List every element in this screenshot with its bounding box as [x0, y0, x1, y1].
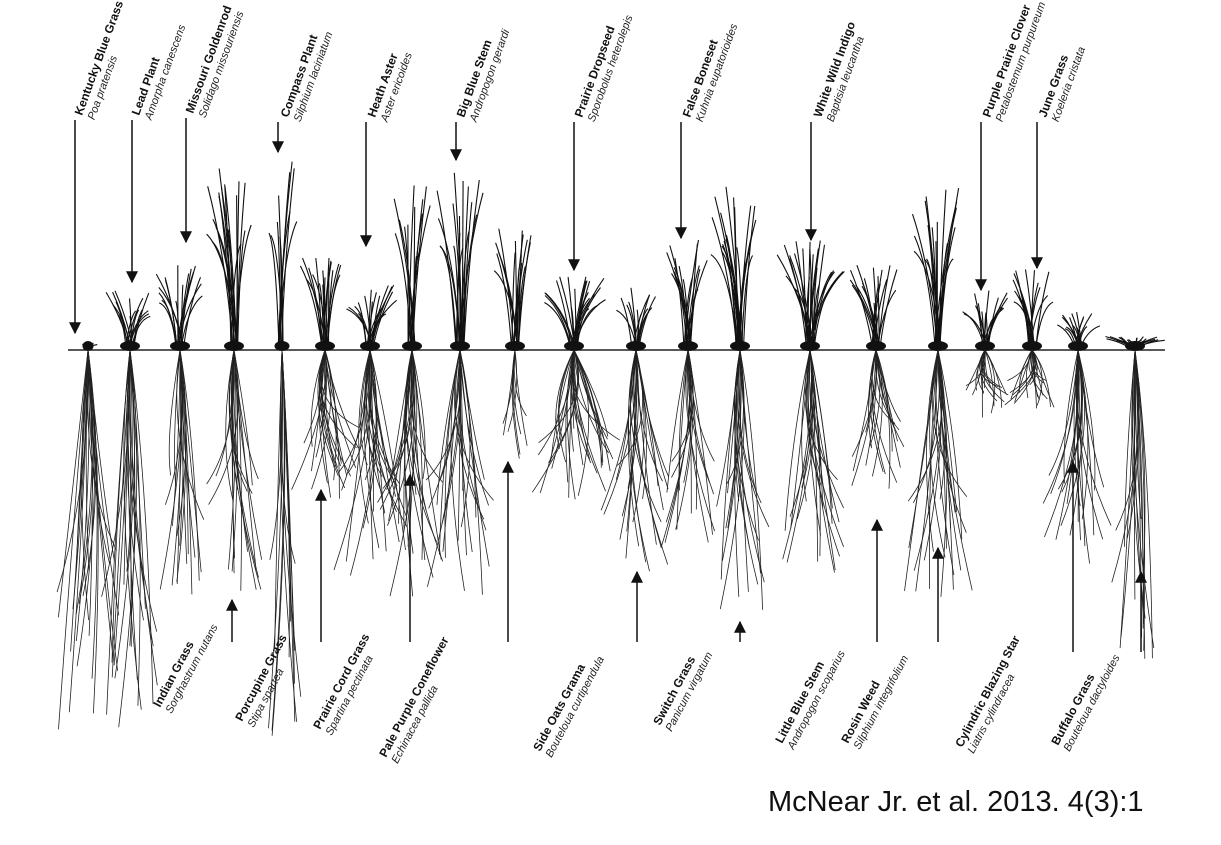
root-prairie-dropseed — [531, 349, 621, 500]
shoot-switch-grass — [710, 186, 757, 351]
bottom-label-little-blue-stem: Little Blue Stem Andropogon scoparius — [772, 648, 848, 752]
root-false-boneset — [660, 349, 715, 549]
shoot-false-boneset — [666, 239, 708, 351]
shoot-little-blue-stem — [849, 265, 898, 351]
shoot-prairie-dropseed — [544, 276, 606, 351]
shoot-indian-grass — [206, 168, 252, 351]
top-label-prairie-dropseed: Prairie Dropseed Sporobolus heterolepis — [572, 13, 636, 123]
shoot-white-wild-indigo — [776, 240, 845, 351]
bottom-label-switch-grass: Switch Grass Panicum virgatum — [650, 650, 715, 733]
shoot-rosin-weed — [911, 188, 960, 351]
root-missouri-goldenrod — [159, 349, 205, 595]
shoot-side-oats-grama — [616, 287, 656, 351]
bottom-label-porcupine-grass: Porcupine Grass Stipa spartea — [232, 632, 290, 730]
top-arrows — [69, 118, 1043, 335]
root-purple-prairie-clover — [965, 349, 1009, 418]
root-big-blue-stem — [425, 349, 494, 595]
shoot-compass-plant — [268, 161, 298, 351]
root-little-blue-stem — [851, 349, 905, 489]
bottom-arrows — [226, 460, 1147, 652]
shoot-purple-prairie-clover — [962, 290, 1008, 351]
plant-shoots — [82, 161, 1165, 351]
bottom-label-rosin-weed: Rosin Weed Silphium integrifolium — [838, 654, 911, 752]
shoot-missouri-goldenrod — [155, 265, 203, 351]
root-white-wild-indigo — [782, 349, 844, 573]
shoot-prairie-cord-grass — [393, 185, 431, 351]
top-label-heath-aster: Heath Aster Aster ericoides — [365, 51, 415, 125]
shoot-porcupine-grass — [299, 257, 342, 351]
root-indian-grass — [206, 349, 263, 591]
bottom-label-indian-grass: Indian Grass Sorghastrum nutans — [150, 622, 221, 716]
top-label-false-boneset: False Boneset Kuhnia eupatorioides — [680, 22, 741, 124]
shoot-heath-aster — [346, 284, 397, 351]
root-lead-plant — [101, 349, 158, 728]
top-label-white-wild-indigo: White Wild Indigo Baptisia leucantha — [811, 20, 867, 124]
top-label-kentucky-blue-grass: Kentucky Blue Grass Poa pratensis — [72, 0, 127, 121]
shoot-lead-plant — [105, 290, 151, 351]
root-june-grass — [1004, 349, 1055, 409]
top-label-missouri-goldenrod: Missouri Goldenrod Solidago missouriensi… — [183, 4, 247, 120]
shoot-june-grass — [1012, 269, 1054, 351]
root-side-oats-grama — [600, 349, 669, 572]
svg-text:Pale Purple Coneflower: Pale Purple Coneflower — [376, 634, 451, 759]
root-buffalo-grass — [1111, 349, 1155, 659]
root-kentucky-blue-grass — [56, 349, 120, 730]
plant-roots — [56, 349, 1155, 736]
top-label-compass-plant: Compass Plant Silphium laciniatum — [278, 30, 336, 123]
bottom-label-pale-purple-coneflower: Pale Purple Coneflower Echinacea pallida — [376, 634, 451, 765]
top-labels: Kentucky Blue Grass Poa pratensis Lead P… — [72, 0, 1088, 124]
root-rosin-weed — [904, 349, 973, 597]
bottom-label-side-oats-grama: Side Oats Grama Bouteloua curtipendula — [530, 655, 607, 760]
shoot-cylindric-blazing-star — [1057, 311, 1101, 351]
bottom-label-cylindric-blazing-star: Cylindric Blazing Star Liatris cylindrac… — [952, 633, 1023, 755]
top-label-big-blue-stem: Big Blue Stem Andropogon gerardi — [454, 27, 513, 124]
root-compass-plant — [268, 349, 302, 736]
shoot-kentucky-blue-grass — [82, 341, 98, 351]
shoot-big-blue-stem — [436, 172, 484, 351]
bottom-label-prairie-cord-grass: Prairie Cord Grass Spartina pectinata — [310, 631, 375, 738]
shoot-buffalo-grass — [1105, 335, 1165, 351]
bottom-label-buffalo-grass: Buffalo Grass Bouteloua dactyloides — [1048, 652, 1123, 753]
root-pale-purple-coneflower — [502, 349, 528, 459]
root-cylindric-blazing-star — [1042, 349, 1112, 564]
citation: McNear Jr. et al. 2013. 4(3):1 — [768, 786, 1144, 818]
top-label-lead-plant: Lead Plant Amorpha canescens — [129, 23, 189, 123]
root-switch-grass — [716, 349, 770, 610]
root-porcupine-grass — [291, 349, 360, 499]
shoot-pale-purple-coneflower — [493, 228, 532, 351]
root-heath-aster — [333, 349, 408, 576]
top-label-june-grass: June Grass Koeleria cristata — [1036, 45, 1088, 123]
